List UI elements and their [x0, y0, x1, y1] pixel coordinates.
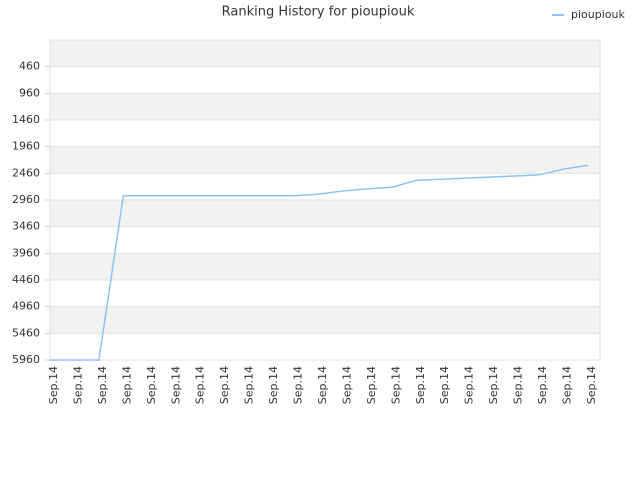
x-tick-label: Sep.14 [487, 366, 500, 404]
y-tick-label: 1460 [12, 113, 40, 126]
y-tick-label: 460 [19, 60, 40, 73]
x-tick-label: Sep.14 [71, 366, 84, 404]
y-tick-label: 960 [19, 86, 40, 99]
y-tick-label: 4960 [12, 300, 40, 313]
x-tick-label: Sep.14 [512, 366, 525, 404]
x-tick-label: Sep.14 [536, 366, 549, 404]
x-tick-label: Sep.14 [96, 366, 109, 404]
y-tick-label: 3960 [12, 246, 40, 259]
y-tick-label: 2960 [12, 193, 40, 206]
x-tick-label: Sep.14 [267, 366, 280, 404]
x-tick-label: Sep.14 [194, 366, 207, 404]
x-tick-label: Sep.14 [365, 366, 378, 404]
line [50, 164, 589, 361]
x-tick-label: Sep.14 [47, 366, 60, 404]
y-tick-label: 1960 [12, 140, 40, 153]
x-tick-label: Sep.14 [585, 366, 598, 404]
x-tick-label: Sep.14 [243, 366, 256, 404]
x-tick-label: Sep.14 [560, 366, 573, 404]
grid-band [50, 93, 600, 120]
legend-label: pioupiouk [571, 8, 625, 21]
x-tick-label: Sep.14 [340, 366, 353, 404]
y-tick-label: 4460 [12, 273, 40, 286]
x-tick-label: Sep.14 [414, 366, 427, 404]
x-tick-label: Sep.14 [292, 366, 305, 404]
x-tick-label: Sep.14 [316, 366, 329, 404]
x-tick-label: Sep.14 [463, 366, 476, 404]
grid-band [50, 253, 600, 280]
grid-band [50, 146, 600, 174]
y-tick-label: 5960 [12, 353, 40, 366]
y-tick-label: 3460 [12, 220, 40, 233]
grid-band [50, 40, 600, 67]
x-tick-label: Sep.14 [169, 366, 182, 404]
x-tick-label: Sep.14 [218, 366, 231, 404]
y-tick-label: 2460 [12, 166, 40, 179]
x-tick-label: Sep.14 [438, 366, 451, 404]
x-tick-label: Sep.14 [389, 366, 402, 404]
y-tick-label: 5460 [12, 326, 40, 339]
grid-band [50, 200, 600, 227]
x-tick-label: Sep.14 [120, 366, 133, 404]
x-tick-label: Sep.14 [145, 366, 158, 404]
chart-title: Ranking History for pioupiouk [222, 5, 415, 20]
grid-band [50, 306, 600, 334]
